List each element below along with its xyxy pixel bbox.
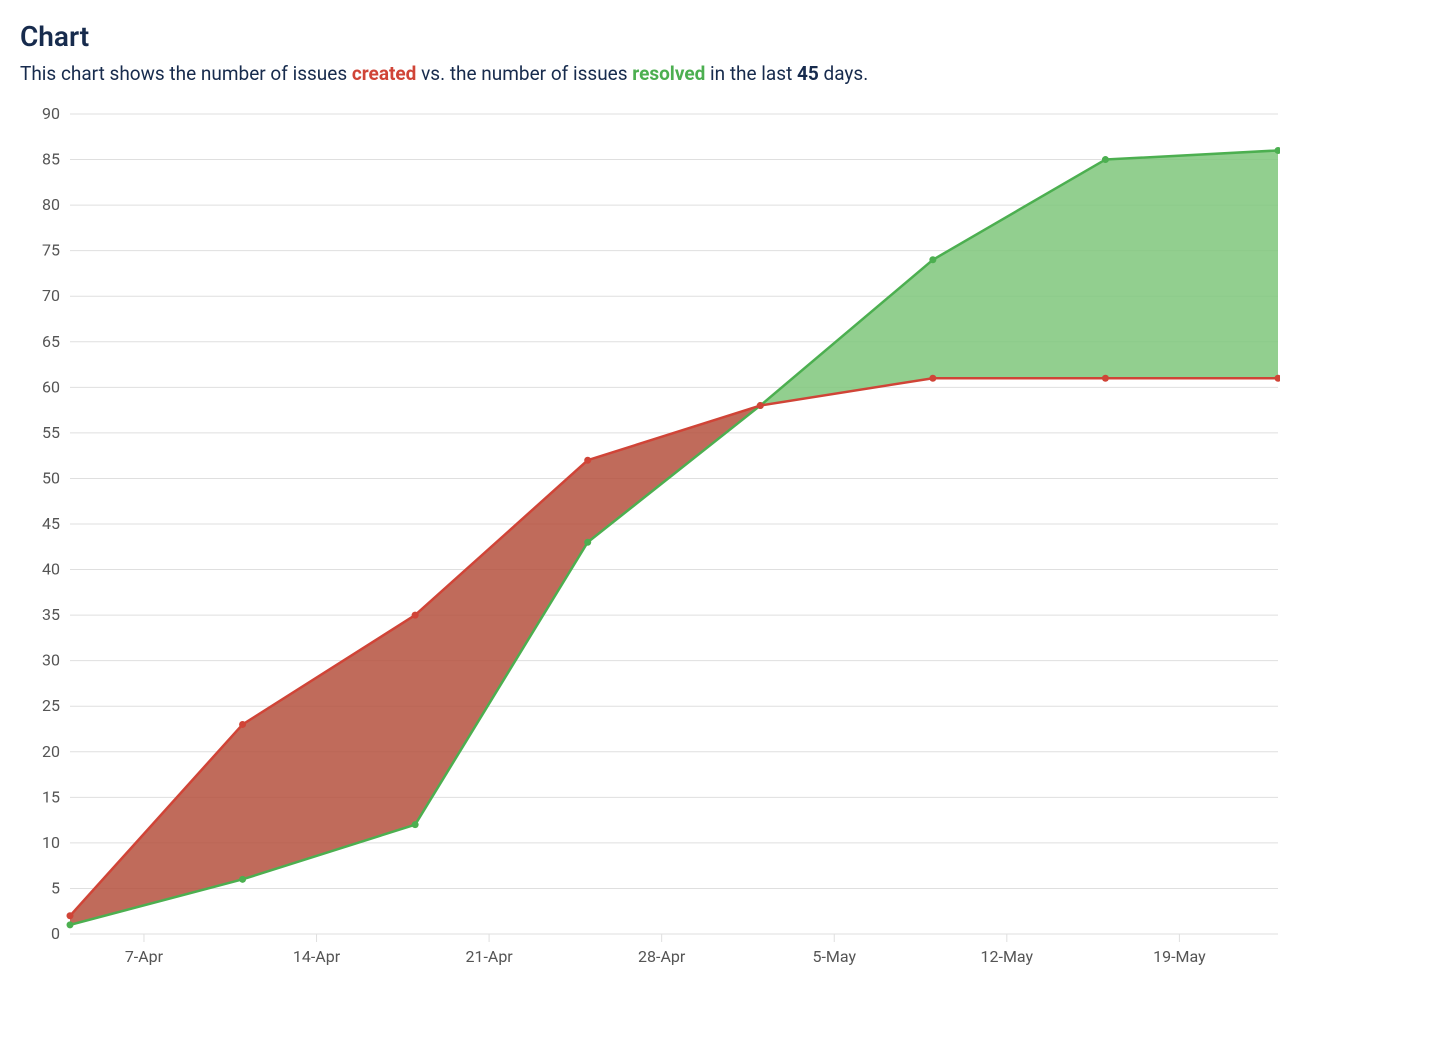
y-axis-label: 40 bbox=[42, 559, 60, 578]
marker-resolved bbox=[584, 538, 591, 545]
x-axis-label: 14-Apr bbox=[293, 947, 341, 966]
y-axis-label: 60 bbox=[42, 377, 60, 396]
x-axis-label: 5-May bbox=[812, 947, 856, 966]
marker-resolved bbox=[929, 256, 936, 263]
y-axis-label: 10 bbox=[42, 832, 60, 851]
marker-created bbox=[584, 456, 591, 463]
chart-subtitle: This chart shows the number of issues cr… bbox=[20, 61, 1280, 88]
y-axis-label: 15 bbox=[42, 787, 60, 806]
y-axis-label: 50 bbox=[42, 468, 60, 487]
x-axis-label: 19-May bbox=[1153, 947, 1206, 966]
y-axis-label: 5 bbox=[51, 878, 60, 897]
x-axis-label: 21-Apr bbox=[465, 947, 513, 966]
marker-resolved bbox=[412, 821, 419, 828]
y-axis-label: 75 bbox=[42, 240, 60, 259]
marker-created bbox=[929, 374, 936, 381]
chart-title: Chart bbox=[20, 20, 1280, 53]
chart-plot-area: 0 5 10 15 20 25 30 35 40 45 50 55 60 65 70 75 80 85 90 7-Ap… bbox=[20, 104, 1280, 988]
marker-created bbox=[1102, 374, 1109, 381]
chart-container: Chart This chart shows the number of iss… bbox=[20, 20, 1280, 988]
y-axis-label: 85 bbox=[42, 149, 60, 168]
marker-created bbox=[757, 402, 764, 409]
y-axis-label: 25 bbox=[42, 696, 60, 715]
subtitle-middle: vs. the number of issues bbox=[416, 62, 632, 85]
resolved-label: resolved bbox=[632, 62, 705, 85]
subtitle-prefix: This chart shows the number of issues bbox=[20, 62, 352, 85]
y-axis-label: 45 bbox=[42, 514, 60, 533]
x-axis-label: 28-Apr bbox=[638, 947, 686, 966]
subtitle-suffix2: days. bbox=[819, 62, 868, 85]
x-axis-label: 12-May bbox=[981, 947, 1034, 966]
created-label: created bbox=[352, 62, 417, 85]
marker-created bbox=[412, 611, 419, 618]
y-axis-label: 20 bbox=[42, 741, 60, 760]
marker-created bbox=[67, 912, 74, 919]
x-axis-label: 7-Apr bbox=[125, 947, 164, 966]
marker-resolved bbox=[239, 875, 246, 882]
y-axis-label: 0 bbox=[51, 924, 60, 943]
y-axis-label: 35 bbox=[42, 605, 60, 624]
days-value: 45 bbox=[797, 62, 819, 85]
subtitle-suffix1: in the last bbox=[705, 62, 797, 85]
y-axis-label: 90 bbox=[42, 104, 60, 123]
y-axis-label: 65 bbox=[42, 331, 60, 350]
y-axis-label: 55 bbox=[42, 422, 60, 441]
chart-svg: 0 5 10 15 20 25 30 35 40 45 50 55 60 65 70 75 80 85 90 7-Ap… bbox=[20, 104, 1280, 984]
marker-resolved bbox=[1102, 156, 1109, 163]
y-axis-label: 80 bbox=[42, 195, 60, 214]
y-axis-label: 70 bbox=[42, 286, 60, 305]
y-axis-label: 30 bbox=[42, 650, 60, 669]
marker-created bbox=[239, 721, 246, 728]
marker-resolved bbox=[67, 921, 74, 928]
